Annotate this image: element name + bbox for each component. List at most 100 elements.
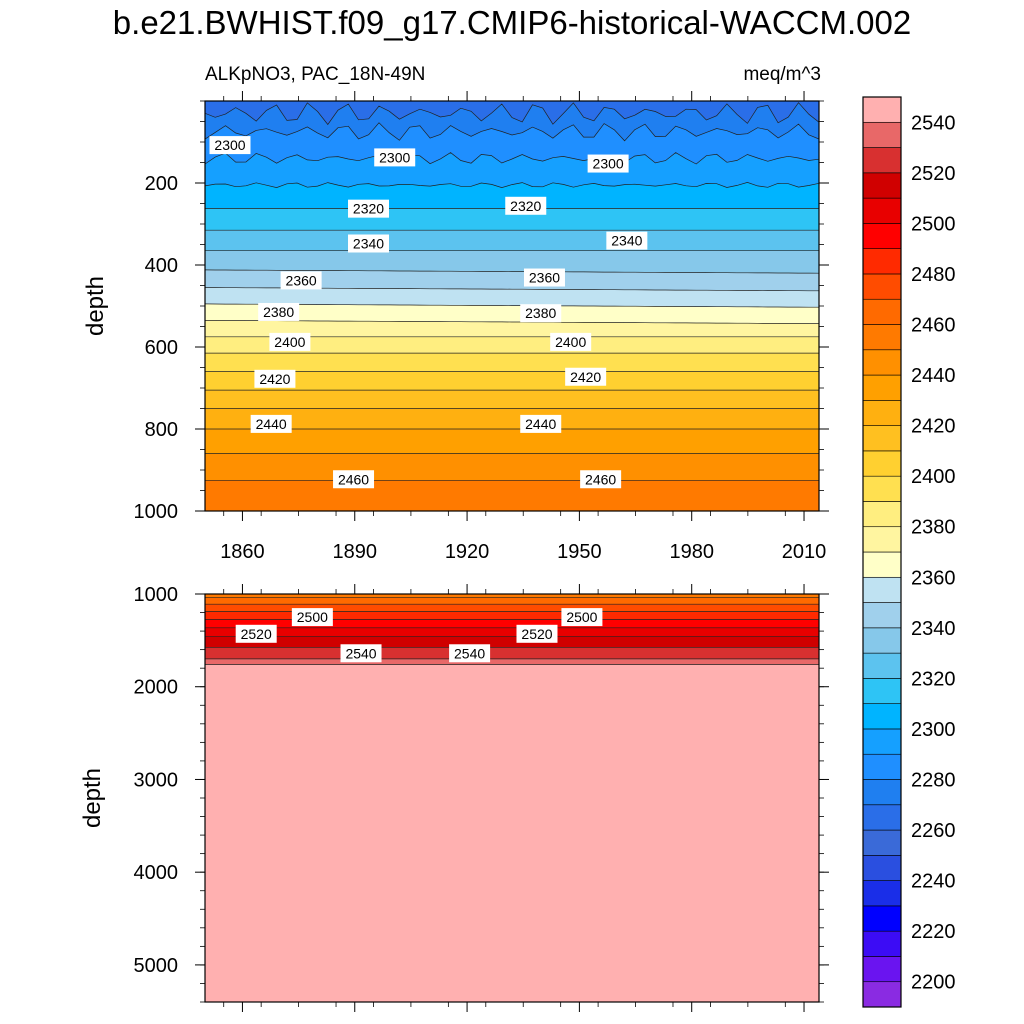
- contour-label-bg: [550, 332, 592, 351]
- contour-line: [205, 269, 819, 274]
- contour-label: 2460: [333, 470, 375, 489]
- contour-label: 2300: [587, 154, 629, 173]
- contour-label-text: 2500: [566, 609, 597, 625]
- contour-label: 2340: [348, 234, 390, 253]
- colorbar-swatch: [862, 930, 902, 957]
- colorbar-swatch: [862, 627, 902, 654]
- contour-label-bg: [291, 608, 333, 627]
- colorbar-swatch: [862, 450, 902, 477]
- y-tick-label: 3000: [134, 769, 179, 791]
- contour-label: 2440: [520, 414, 562, 433]
- upper-panel: 2300 2300 2300 2320 2320 2340 2340 2360 2360 2380…: [134, 91, 829, 563]
- y-tick-label: 600: [145, 337, 178, 359]
- contour-label-bg: [523, 268, 565, 287]
- contour-label-text: 2520: [241, 626, 272, 642]
- contour-label: 2500: [561, 608, 603, 627]
- colorbar-swatch: [862, 602, 902, 629]
- lower-panel: 2500 2500 2520 2520 2540 2540 1000 2000 3000 4000…: [134, 584, 829, 1012]
- chart-title: b.e21.BWHIST.f09_g17.CMIP6-historical-WA…: [112, 4, 912, 41]
- colorbar-swatch: [862, 576, 902, 603]
- contour-label-text: 2500: [297, 609, 328, 625]
- colorbar-swatch: [862, 172, 902, 199]
- x-tick-label: 2010: [782, 541, 827, 563]
- colorbar-swatch: [862, 349, 902, 376]
- colorbar-swatch: [862, 425, 902, 452]
- x-tick-label: 1860: [220, 541, 265, 563]
- colorbar-swatch: [862, 121, 902, 148]
- contour-label-text: 2440: [256, 416, 287, 432]
- colorbar-swatch: [862, 147, 902, 174]
- upper-y-axis-label: depth: [82, 276, 109, 336]
- colorbar-swatch: [862, 273, 902, 300]
- contour-label: 2400: [269, 332, 311, 351]
- contour-label: 2540: [340, 644, 382, 663]
- contour-label-text: 2400: [555, 334, 586, 350]
- colorbar-swatch: [862, 223, 902, 249]
- contour-label: 2340: [606, 231, 648, 250]
- contour-label: 2380: [258, 302, 300, 321]
- colorbar-swatch: [862, 374, 902, 401]
- contour-label: 2520: [516, 624, 558, 643]
- colorbar-tick-label: 2400: [911, 466, 956, 488]
- contour-label-text: 2300: [593, 156, 624, 172]
- y-tick-label: 5000: [134, 955, 179, 977]
- contour-label-bg: [250, 414, 292, 433]
- colorbar-swatch: [862, 804, 902, 831]
- colorbar-swatch: [862, 728, 902, 755]
- contour-label-text: 2540: [454, 645, 485, 661]
- contour-line: [205, 122, 819, 142]
- contour-band: [205, 480, 819, 511]
- colorbar-swatch: [862, 855, 902, 881]
- contour-label-bg: [520, 414, 562, 433]
- contour-label-bg: [565, 367, 607, 386]
- colorbar-tick-label: 2520: [911, 163, 956, 185]
- contour-label-text: 2540: [345, 645, 376, 661]
- y-tick-label: 400: [145, 255, 178, 277]
- x-tick-label: 1950: [557, 541, 602, 563]
- contour-label: 2520: [235, 624, 277, 643]
- colorbar-swatch: [862, 248, 902, 275]
- colorbar-swatch: [862, 956, 902, 983]
- colorbar-swatch: [862, 880, 902, 907]
- x-tick-label: 1890: [333, 541, 378, 563]
- contour-label: 2380: [520, 304, 562, 323]
- lower-y-axis-label: depth: [79, 768, 106, 828]
- y-tick-label: 800: [145, 419, 178, 441]
- colorbar-tick-label: 2200: [911, 972, 956, 994]
- contour-line: [205, 320, 819, 324]
- colorbar-swatch: [862, 703, 902, 730]
- colorbar-swatch: [862, 400, 902, 426]
- contour-label-bg: [516, 624, 558, 643]
- contour-label: 2500: [291, 608, 333, 627]
- colorbar-swatch: [862, 905, 902, 932]
- contour-label-text: 2380: [263, 304, 294, 320]
- contour-label-bg: [505, 196, 547, 215]
- contour-fill-layer: 2500 2500 2520 2520 2540 2540: [205, 594, 819, 1002]
- contour-label-text: 2460: [338, 471, 369, 487]
- contour-label-text: 2340: [353, 236, 384, 252]
- contour-line: [205, 102, 819, 126]
- contour-label-text: 2300: [214, 137, 245, 153]
- colorbar-tick-label: 2280: [911, 770, 956, 792]
- colorbar-swatch: [862, 96, 902, 123]
- contour-label-bg: [235, 624, 277, 643]
- x-tick-label: 1920: [445, 541, 490, 563]
- contour-label-text: 2340: [611, 233, 642, 249]
- contour-line: [205, 152, 819, 165]
- contour-label-bg: [587, 154, 629, 173]
- contour-label-bg: [209, 136, 251, 155]
- colorbar-frame: [862, 96, 902, 1008]
- contour-label-bg: [348, 234, 390, 253]
- contour-label: 2420: [254, 369, 296, 388]
- contour-label-bg: [561, 608, 603, 627]
- contour-label-text: 2300: [379, 149, 410, 165]
- contour-label-text: 2420: [570, 369, 601, 385]
- colorbar-tick-label: 2420: [911, 416, 956, 438]
- colorbar-tick-label: 2460: [911, 315, 956, 337]
- contour-label-text: 2360: [286, 272, 317, 288]
- colorbar-tick-label: 2440: [911, 365, 956, 387]
- colorbar-tick-label: 2380: [911, 517, 956, 539]
- contour-label-bg: [254, 369, 296, 388]
- contour-label: 2320: [505, 196, 547, 215]
